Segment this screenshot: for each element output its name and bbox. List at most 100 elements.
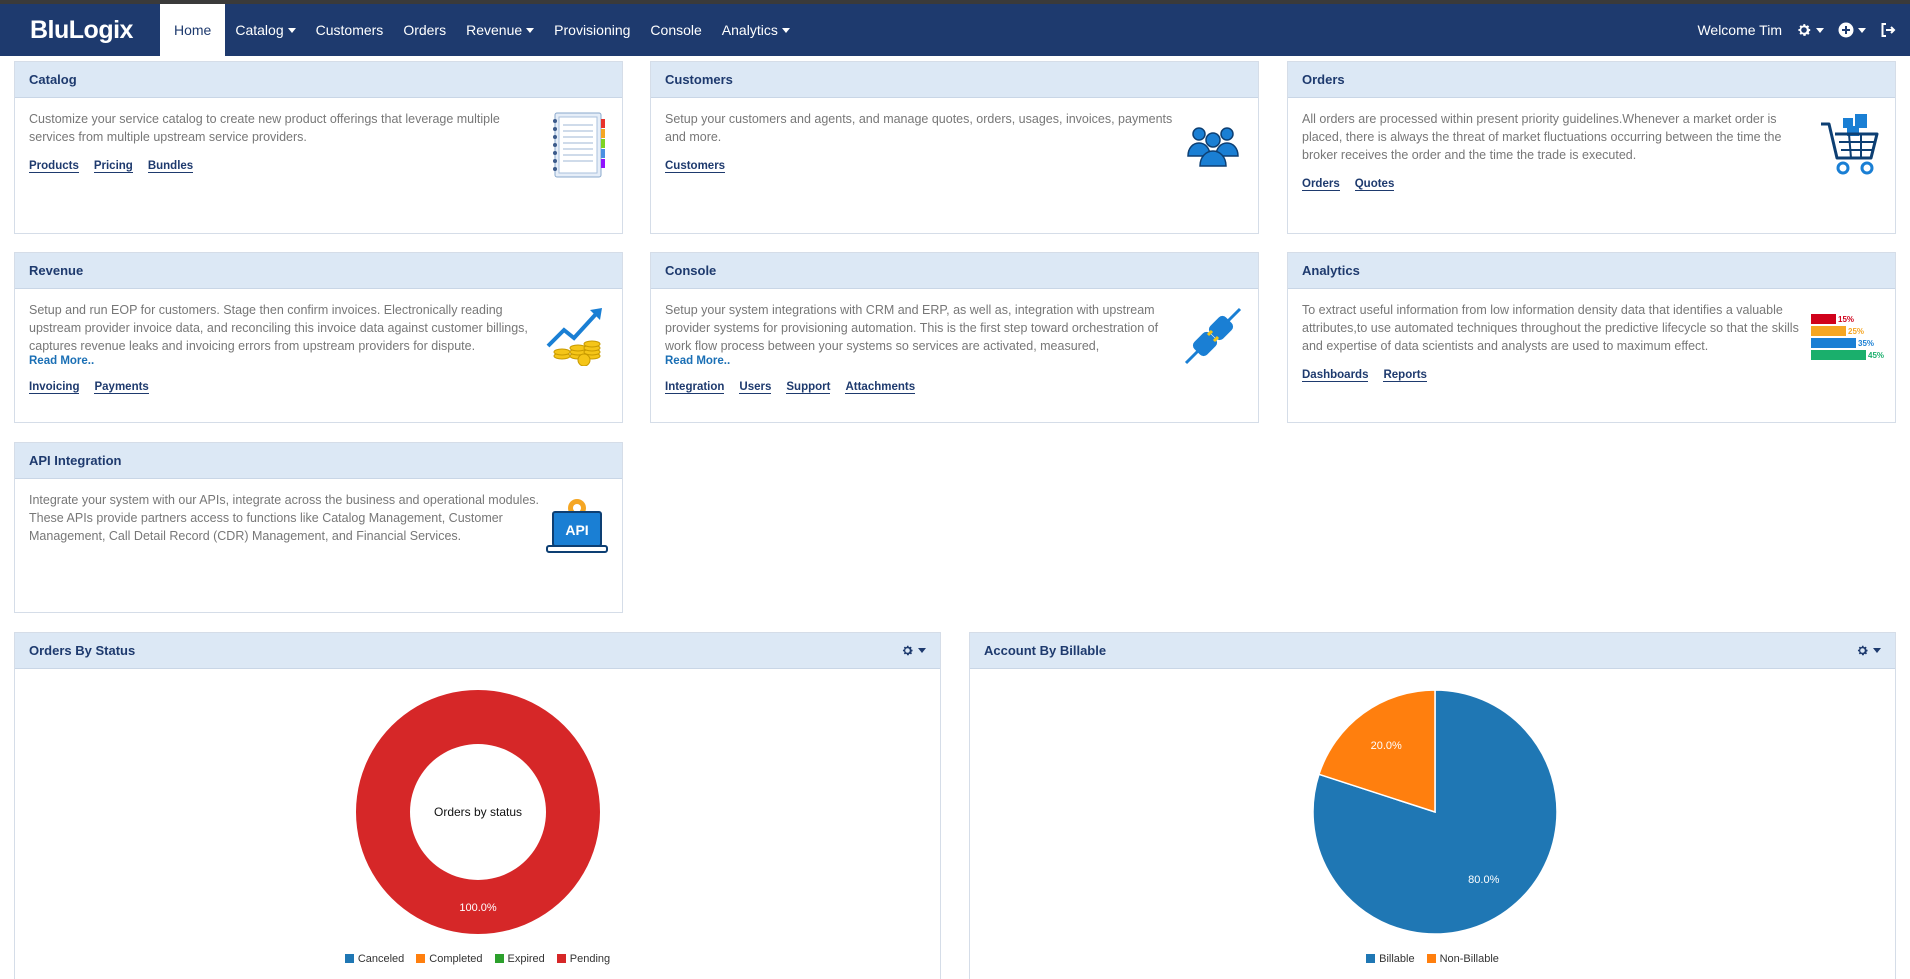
chevron-down-icon — [918, 648, 926, 653]
link-orders[interactable]: Orders — [1302, 178, 1340, 191]
link-users[interactable]: Users — [739, 381, 772, 394]
account-billable-pie-chart: 80.0% 20.0% — [1312, 689, 1558, 935]
nav-item-console[interactable]: Console — [650, 22, 702, 38]
read-more-link[interactable]: Read More.. — [29, 355, 95, 367]
link-attachments[interactable]: Attachments — [845, 381, 916, 394]
legend-label: Canceled — [357, 953, 405, 965]
pie-slice-pending[interactable] — [355, 690, 600, 934]
card-description: Setup and run EOP for customers. Stage t… — [29, 303, 528, 353]
stats-bar — [1811, 314, 1836, 324]
stats-bar — [1811, 350, 1866, 360]
legend-item[interactable]: Pending — [556, 953, 611, 965]
cart-icon — [1817, 110, 1883, 180]
nav-item-catalog[interactable]: Catalog — [225, 4, 305, 56]
donut-center-label: Orders by status — [434, 805, 522, 819]
stats-bar — [1811, 326, 1846, 336]
gear-icon — [902, 645, 913, 656]
notebook-icon — [544, 110, 610, 180]
gear-icon — [1857, 645, 1868, 656]
card-description: Setup your customers and agents, and man… — [665, 112, 1173, 144]
brand-logo[interactable]: BluLogix — [30, 15, 133, 44]
legend-swatch — [494, 954, 504, 963]
legend-item[interactable]: Canceled — [344, 953, 405, 965]
stats-bar — [1811, 338, 1856, 348]
pie-data-label: 20.0% — [1371, 740, 1402, 752]
legend-item[interactable]: Billable — [1366, 953, 1415, 965]
add-menu-button[interactable] — [1838, 22, 1866, 38]
chevron-down-icon — [1873, 648, 1881, 653]
card-revenue: Revenue Setup and run EOP for customers.… — [14, 252, 623, 423]
plug-icon — [1180, 301, 1246, 371]
window-top-strip — [0, 0, 1910, 4]
welcome-text: Welcome Tim — [1697, 22, 1782, 38]
legend-label: Expired — [507, 953, 545, 965]
chevron-down-icon — [1816, 27, 1824, 33]
link-support[interactable]: Support — [786, 381, 831, 394]
legend-label: Non-Billable — [1439, 953, 1499, 965]
card-title: Revenue — [15, 253, 622, 289]
pie-data-label: 80.0% — [1468, 874, 1499, 886]
chevron-down-icon — [287, 27, 296, 33]
link-dashboards[interactable]: Dashboards — [1302, 369, 1369, 382]
chart-legend: Canceled Completed Expired Pending — [15, 953, 940, 965]
panel-settings-button[interactable] — [901, 644, 926, 657]
legend-item[interactable]: Non-Billable — [1426, 953, 1499, 965]
card-description: Setup your system integrations with CRM … — [665, 303, 1159, 353]
card-customers: Customers Setup your customers and agent… — [650, 61, 1259, 234]
panel-account-by-billable: Account By Billable 80.0% 20.0% Billable N… — [969, 632, 1896, 979]
panel-settings-button[interactable] — [1856, 644, 1881, 657]
card-title: API Integration — [15, 443, 622, 479]
gear-icon — [1798, 24, 1811, 36]
link-integration[interactable]: Integration — [665, 381, 725, 394]
nav-item-orders[interactable]: Orders — [403, 22, 447, 38]
link-reports[interactable]: Reports — [1383, 369, 1427, 382]
card-description: Customize your service catalog to create… — [29, 112, 500, 144]
read-more-link[interactable]: Read More.. — [665, 355, 731, 367]
card-orders: Orders All orders are processed within p… — [1287, 61, 1896, 234]
legend-label: Completed — [429, 953, 483, 965]
link-invoicing[interactable]: Invoicing — [29, 381, 80, 394]
card-description: All orders are processed within present … — [1302, 112, 1782, 162]
panel-title: Account By Billable — [984, 643, 1107, 658]
panel-orders-by-status: Orders By Status 100.0% Orders by status … — [14, 632, 941, 979]
nav-item-home[interactable]: Home — [160, 4, 226, 56]
stats-bar-label: 45% — [1868, 351, 1884, 360]
legend-label: Pending — [569, 953, 611, 965]
card-console: Console Setup your system integrations w… — [650, 252, 1259, 423]
nav-item-provisioning[interactable]: Provisioning — [554, 22, 631, 38]
legend-item[interactable]: Completed — [416, 953, 483, 965]
card-catalog: Catalog Customize your service catalog t… — [14, 61, 623, 234]
plus-circle-icon — [1838, 22, 1854, 38]
link-customers[interactable]: Customers — [665, 160, 726, 173]
bar-stats-icon: 15% 25% 35% 45% — [1809, 301, 1889, 371]
link-pricing[interactable]: Pricing — [93, 160, 133, 173]
logout-button[interactable] — [1880, 22, 1896, 38]
nav-right: Welcome Tim — [1697, 4, 1910, 56]
legend-item[interactable]: Expired — [494, 953, 545, 965]
card-description: Integrate your system with our APIs, int… — [29, 493, 539, 543]
legend-label: Billable — [1379, 953, 1415, 965]
card-description: To extract useful information from low i… — [1302, 303, 1799, 353]
pie-data-label: 100.0% — [459, 902, 497, 914]
stats-bar-label: 35% — [1858, 339, 1874, 348]
nav-item-customers[interactable]: Customers — [315, 22, 384, 38]
nav-item-revenue[interactable]: Revenue — [456, 4, 544, 56]
card-title: Console — [651, 253, 1258, 289]
pie-slice-non-billable[interactable] — [1318, 689, 1436, 814]
link-products[interactable]: Products — [29, 160, 79, 173]
logout-icon — [1881, 23, 1896, 37]
chevron-down-icon — [526, 27, 535, 33]
settings-menu-button[interactable] — [1796, 22, 1824, 38]
link-quotes[interactable]: Quotes — [1354, 178, 1395, 191]
card-api-integration: API Integration Integrate your system wi… — [14, 442, 623, 613]
orders-status-donut-chart: 100.0% Orders by status — [355, 690, 600, 934]
card-title: Analytics — [1288, 253, 1895, 289]
nav-item-analytics[interactable]: Analytics — [712, 4, 800, 56]
legend-swatch — [1426, 954, 1436, 963]
main-nav: Home Catalog Customers Orders Revenue Pr… — [160, 4, 800, 56]
link-bundles[interactable]: Bundles — [147, 160, 194, 173]
top-navbar: BluLogix Home Catalog Customers Orders R… — [0, 4, 1910, 56]
legend-swatch — [344, 954, 354, 963]
link-payments[interactable]: Payments — [94, 381, 149, 394]
card-title: Orders — [1288, 62, 1895, 98]
